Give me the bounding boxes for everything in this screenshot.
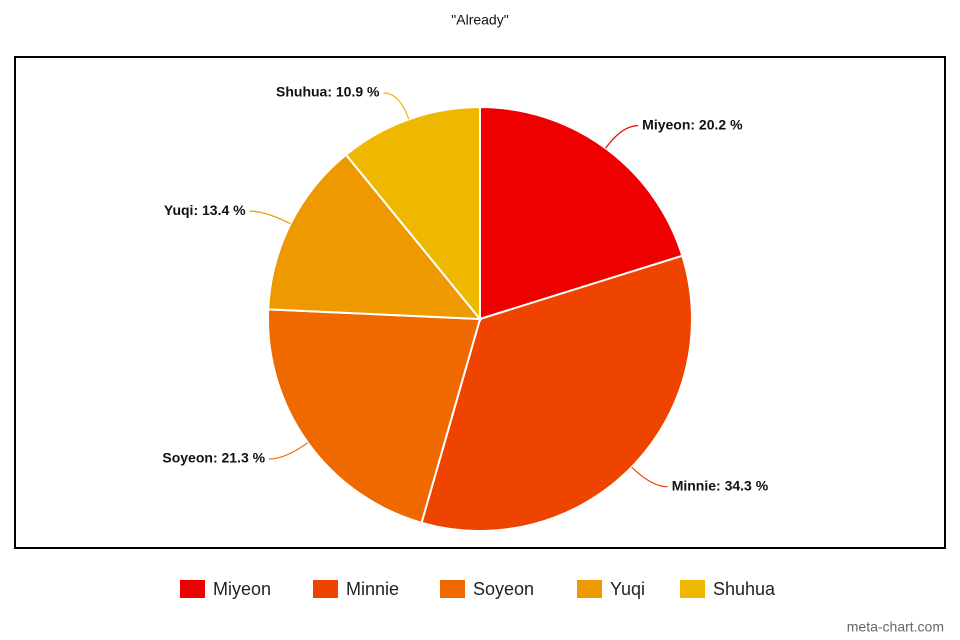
legend-swatch bbox=[440, 580, 465, 598]
chart-title: "Already" bbox=[451, 12, 508, 28]
legend-swatch bbox=[680, 580, 705, 598]
legend-swatch bbox=[313, 580, 338, 598]
leader-line bbox=[631, 466, 668, 488]
leader-line bbox=[605, 125, 639, 149]
leader-line bbox=[269, 442, 309, 460]
legend-label: Soyeon bbox=[473, 579, 534, 599]
data-label: Shuhua: 10.9 % bbox=[276, 84, 380, 100]
legend-label: Miyeon bbox=[213, 579, 271, 599]
plot-frame bbox=[14, 56, 946, 549]
data-label: Soyeon: 21.3 % bbox=[162, 450, 265, 466]
legend-label: Shuhua bbox=[713, 579, 776, 599]
pie-slice bbox=[344, 105, 481, 322]
legend-label: Minnie bbox=[346, 579, 399, 599]
pie-slice bbox=[479, 105, 684, 321]
leader-line bbox=[249, 210, 291, 225]
legend-label: Yuqi bbox=[610, 579, 645, 599]
watermark: meta-chart.com bbox=[847, 619, 944, 635]
pie-slice bbox=[267, 153, 483, 321]
pie-slice bbox=[267, 308, 482, 525]
data-label: Yuqi: 13.4 % bbox=[164, 202, 246, 218]
legend-swatch bbox=[180, 580, 205, 598]
leader-line bbox=[383, 92, 410, 120]
data-label: Minnie: 34.3 % bbox=[672, 477, 769, 493]
data-label: Miyeon: 20.2 % bbox=[642, 116, 743, 132]
pie-slice bbox=[420, 254, 693, 532]
legend-swatch bbox=[577, 580, 602, 598]
